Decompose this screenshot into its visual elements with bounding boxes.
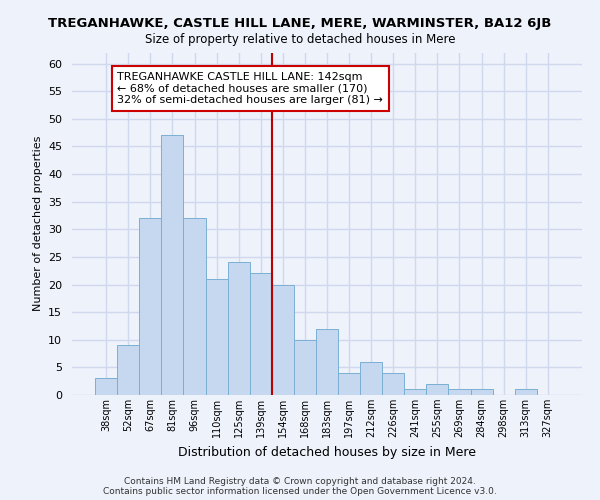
Bar: [404, 390, 427, 395]
Bar: [250, 274, 272, 395]
Text: Contains HM Land Registry data © Crown copyright and database right 2024.
Contai: Contains HM Land Registry data © Crown c…: [103, 476, 497, 496]
Bar: [161, 136, 184, 395]
Bar: [117, 346, 139, 395]
Bar: [184, 218, 206, 395]
Text: TREGANHAWKE CASTLE HILL LANE: 142sqm
← 68% of detached houses are smaller (170)
: TREGANHAWKE CASTLE HILL LANE: 142sqm ← 6…: [117, 72, 383, 105]
Bar: [360, 362, 382, 395]
Bar: [139, 218, 161, 395]
Text: TREGANHAWKE, CASTLE HILL LANE, MERE, WARMINSTER, BA12 6JB: TREGANHAWKE, CASTLE HILL LANE, MERE, WAR…: [49, 18, 551, 30]
Bar: [515, 390, 537, 395]
Bar: [227, 262, 250, 395]
Text: Size of property relative to detached houses in Mere: Size of property relative to detached ho…: [145, 32, 455, 46]
Bar: [448, 390, 470, 395]
Bar: [95, 378, 117, 395]
Bar: [338, 373, 360, 395]
Bar: [294, 340, 316, 395]
X-axis label: Distribution of detached houses by size in Mere: Distribution of detached houses by size …: [178, 446, 476, 458]
Bar: [427, 384, 448, 395]
Bar: [470, 390, 493, 395]
Bar: [316, 328, 338, 395]
Bar: [382, 373, 404, 395]
Bar: [272, 284, 294, 395]
Bar: [206, 279, 227, 395]
Y-axis label: Number of detached properties: Number of detached properties: [32, 136, 43, 312]
